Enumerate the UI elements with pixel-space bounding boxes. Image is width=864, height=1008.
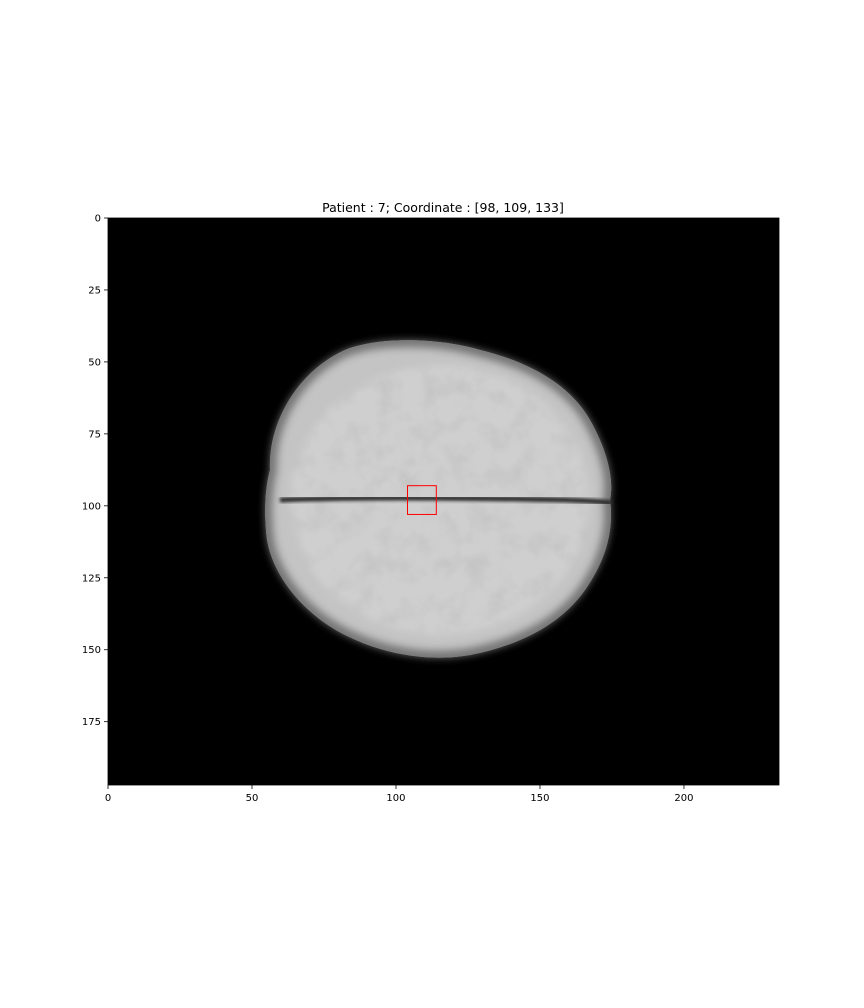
interhemispheric-fissure (279, 495, 613, 506)
y-tick-label: 50 (88, 357, 101, 368)
y-tick-label: 150 (82, 645, 101, 656)
y-tick-label: 75 (88, 429, 101, 440)
roi-box (407, 485, 437, 515)
x-tick-label: 200 (674, 793, 693, 804)
x-axis: 0 50 100 150 200 (105, 785, 694, 804)
x-tick-label: 50 (246, 793, 259, 804)
y-tick-label: 100 (82, 501, 101, 512)
y-tick-label: 25 (88, 285, 101, 296)
y-tick-label: 0 (95, 214, 101, 225)
x-tick-label: 0 (105, 793, 111, 804)
y-tick-label: 175 (82, 717, 101, 728)
plot-frame (107, 217, 780, 786)
x-tick-label: 150 (530, 793, 549, 804)
mri-image (108, 218, 779, 785)
y-tick-label: 125 (82, 573, 101, 584)
x-tick-label: 100 (386, 793, 405, 804)
y-axis: 0 25 50 75 100 125 150 175 (82, 214, 108, 728)
figure-title: Patient : 7; Coordinate : [98, 109, 133] (322, 200, 564, 215)
